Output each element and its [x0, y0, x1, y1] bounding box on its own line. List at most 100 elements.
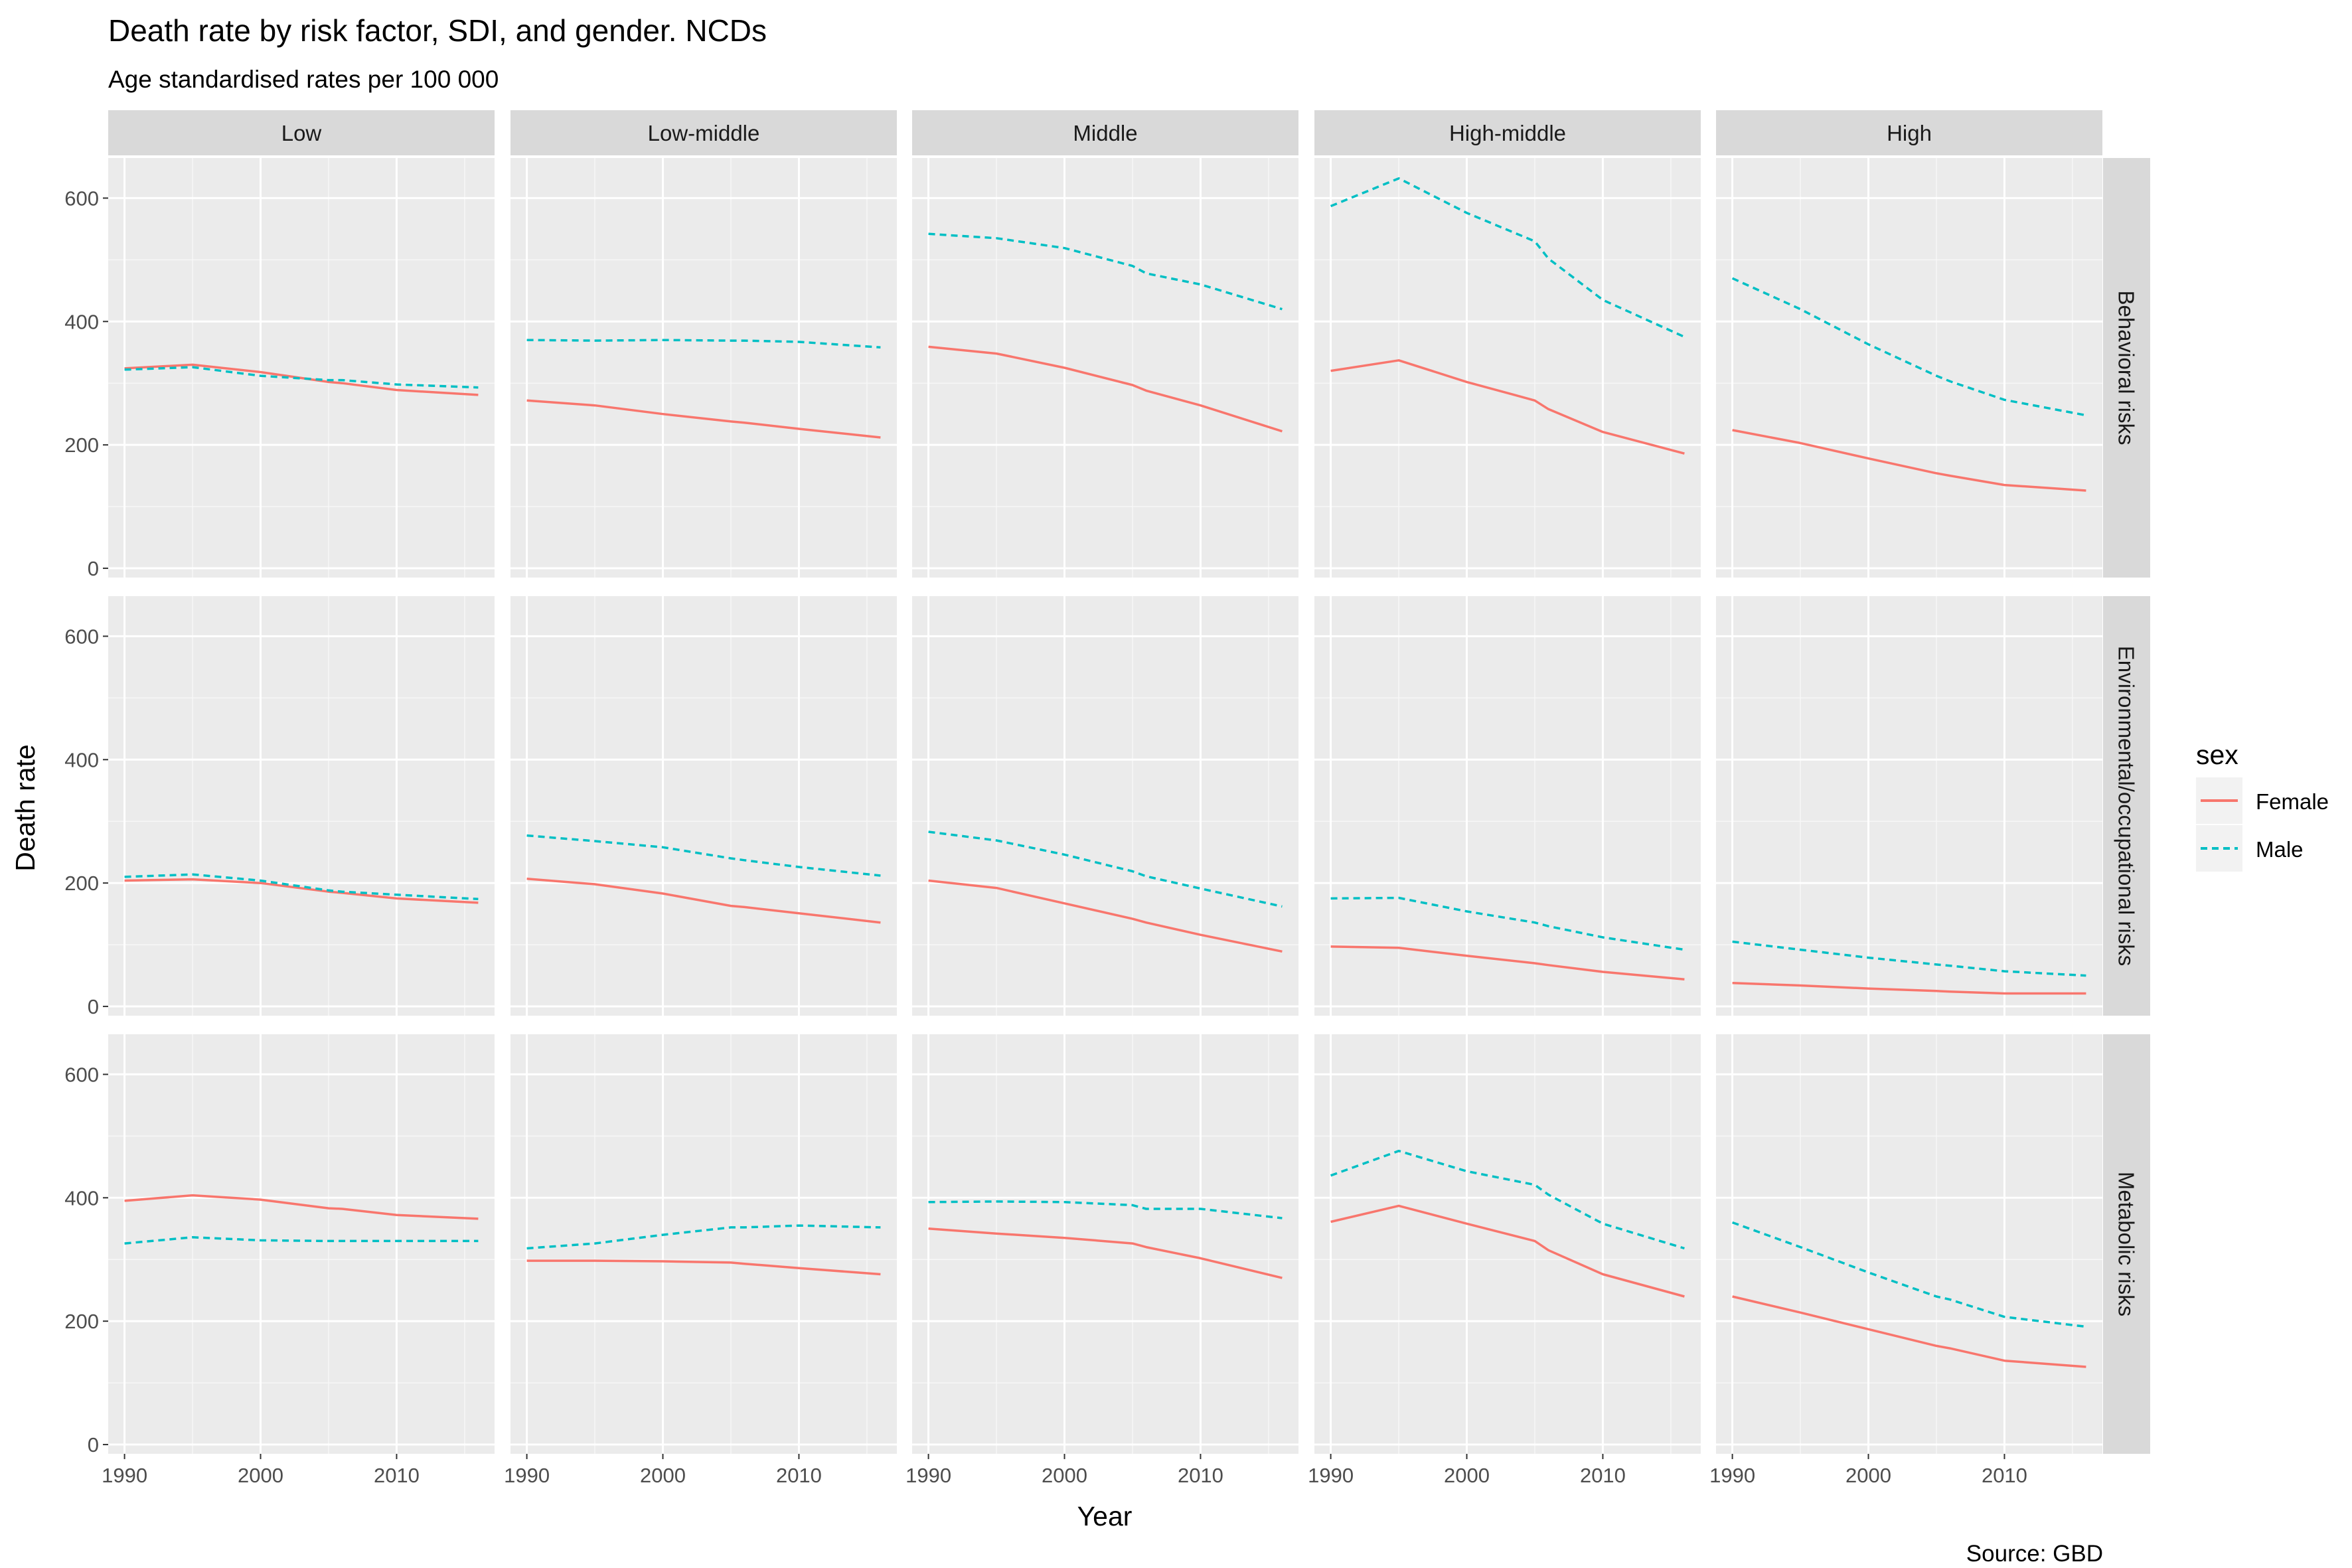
series-line-female	[526, 1259, 881, 1276]
row-strip-behavioral-risks: Behavioral risks	[2103, 158, 2150, 578]
panel-background	[108, 596, 495, 1016]
panel-background	[1314, 158, 1701, 578]
series-line-female	[1732, 429, 2086, 492]
legend-label-female: Female	[2256, 789, 2329, 814]
panel-metabolic-risks-high-middle	[1314, 1034, 1701, 1454]
column-strip-bg	[1716, 110, 2102, 155]
series-line-female	[1330, 359, 1685, 455]
panel-metabolic-risks-middle	[912, 1034, 1298, 1454]
series-line-male	[928, 232, 1283, 311]
row-strip-bg	[2103, 1034, 2150, 1454]
y-tick-label: 600	[64, 625, 99, 648]
series-line-female	[1330, 945, 1685, 980]
source-caption: Source: GBD	[1966, 1541, 2103, 1567]
x-tick-label: 1990	[102, 1464, 147, 1487]
legend: sex Female Male	[2196, 740, 2329, 872]
y-axis-label: Death rate	[10, 744, 40, 871]
x-tick-label: 2010	[776, 1464, 822, 1487]
legend-title: sex	[2196, 740, 2238, 770]
row-strip-metabolic-risks: Metabolic risks	[2103, 1034, 2150, 1454]
panel-background	[510, 158, 897, 578]
panel-metabolic-risks-low	[108, 1034, 495, 1454]
x-tick-label: 1990	[504, 1464, 550, 1487]
x-tick-label: 1990	[905, 1464, 951, 1487]
x-tick-label: 2000	[1845, 1464, 1891, 1487]
series-line-male	[1732, 940, 2086, 977]
series-line-male	[526, 1224, 881, 1250]
y-tick-label: 200	[64, 872, 99, 895]
panel-metabolic-risks-low-middle	[510, 1034, 897, 1454]
x-tick-label: 1990	[1709, 1464, 1755, 1487]
column-strip-bg	[1314, 110, 1701, 155]
panel-environmental-occupational-risks-high	[1716, 596, 2102, 1016]
column-strip-label: Low-middle	[648, 121, 760, 145]
panel-environmental-occupational-risks-low	[108, 596, 495, 1016]
x-tick-label: 2010	[1580, 1464, 1626, 1487]
row-strip-environmental-occupational-risks: Environmental/occupational risks	[2103, 596, 2150, 1016]
x-tick-label: 2000	[640, 1464, 686, 1487]
x-axis-label: Year	[1077, 1501, 1133, 1531]
panel-background	[912, 1034, 1298, 1454]
facet-panels: Low Low-middle Middle High-middle High Behavi…	[64, 110, 2150, 1487]
series-line-male	[124, 873, 479, 901]
x-tick-label: 2000	[238, 1464, 283, 1487]
panel-background	[510, 596, 897, 1016]
chart-title: Death rate by risk factor, SDI, and gend…	[108, 13, 767, 48]
panel-environmental-occupational-risks-high-middle	[1314, 596, 1701, 1016]
series-line-male	[1330, 177, 1686, 339]
row-strip-bg	[2103, 158, 2150, 578]
x-tick-label: 2010	[374, 1464, 420, 1487]
x-tick-label: 2000	[1444, 1464, 1490, 1487]
y-tick-label: 400	[64, 310, 99, 333]
panel-background	[1716, 596, 2102, 1016]
series-line-female	[124, 1194, 479, 1220]
series-line-male	[526, 834, 881, 877]
series-line-female	[526, 399, 881, 439]
series-line-male	[124, 1236, 479, 1245]
panel-behavioral-risks-high-middle	[1314, 158, 1701, 578]
panel-background	[1314, 596, 1701, 1016]
series-line-male	[1731, 277, 2086, 417]
y-tick-label: 0	[88, 557, 99, 580]
row-strip-label: Behavioral risks	[2114, 291, 2139, 445]
x-tick-label: 2000	[1042, 1464, 1087, 1487]
column-strip-low: Low	[108, 110, 495, 155]
column-strip-high-middle: High-middle	[1314, 110, 1701, 155]
panel-background	[1314, 1034, 1701, 1454]
panel-metabolic-risks-high	[1716, 1034, 2102, 1454]
series-line-female	[1330, 1204, 1685, 1298]
panel-behavioral-risks-middle	[912, 158, 1298, 578]
column-strip-bg	[510, 110, 897, 155]
series-line-male	[1330, 1149, 1685, 1250]
x-tick-label: 2010	[1982, 1464, 2027, 1487]
panel-environmental-occupational-risks-middle	[912, 596, 1298, 1016]
series-line-male	[1732, 1221, 2086, 1328]
series-line-female	[928, 879, 1283, 953]
column-strip-bg	[108, 110, 495, 155]
column-strip-label: Middle	[1073, 121, 1137, 145]
legend-entry-male: Male	[2196, 825, 2304, 872]
legend-entry-female: Female	[2196, 777, 2329, 824]
row-strip-bg	[2103, 596, 2150, 1016]
x-tick-label: 2010	[1178, 1464, 1223, 1487]
row-strip-label: Environmental/occupational risks	[2114, 646, 2139, 966]
panel-background	[108, 158, 495, 578]
panel-background	[912, 596, 1298, 1016]
y-tick-label: 600	[64, 187, 99, 210]
y-tick-label: 0	[88, 995, 99, 1018]
series-line-male	[526, 339, 881, 349]
series-line-female	[1732, 981, 2086, 995]
series-line-female	[928, 1227, 1283, 1279]
y-tick-label: 400	[64, 1186, 99, 1210]
panel-background	[108, 1034, 495, 1454]
chart-subtitle: Age standardised rates per 100 000	[108, 66, 499, 93]
column-strip-high: High	[1716, 110, 2102, 155]
y-tick-label: 200	[64, 433, 99, 457]
panel-background	[912, 158, 1298, 578]
series-line-female	[1732, 1295, 2086, 1368]
y-tick-label: 200	[64, 1310, 99, 1333]
y-tick-label: 600	[64, 1063, 99, 1086]
series-line-male	[1330, 896, 1685, 951]
panel-background	[510, 1034, 897, 1454]
